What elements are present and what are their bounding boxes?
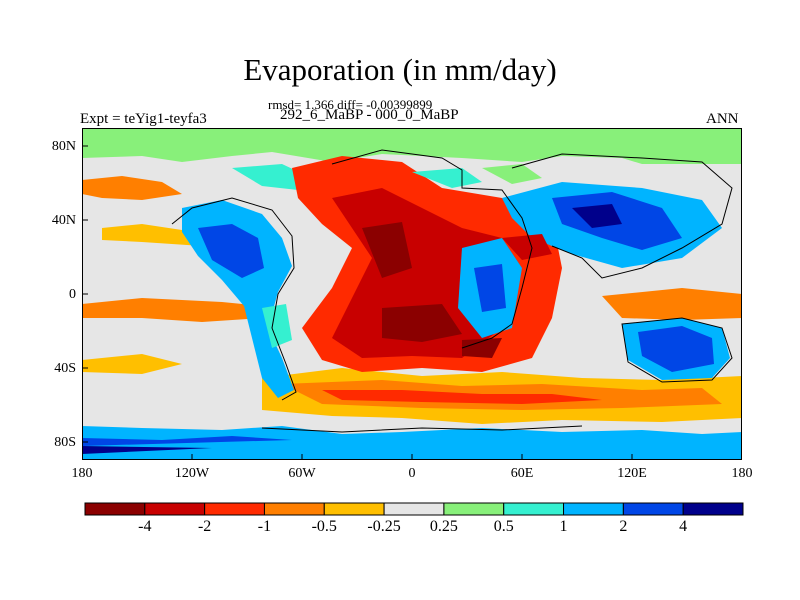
lat-label-80s: 80S — [54, 435, 76, 450]
expt-label: Expt = teYig1-teyfa3 — [80, 111, 207, 127]
colorbar-box — [204, 502, 265, 516]
antarctic-deep — [82, 436, 292, 446]
lon-label-180w: 180 — [71, 466, 93, 481]
middle-east-red — [502, 234, 552, 260]
rmsd-diff-stats: rmsd= 1.366 diff= -0.00399899 — [268, 97, 433, 112]
west-pacific-band — [602, 288, 742, 320]
lon-label-180e: 180 — [731, 466, 753, 481]
south-america-cyan — [262, 304, 292, 348]
colorbar-box — [503, 502, 565, 516]
colorbar-label: -4 — [138, 518, 152, 535]
south-pacific-yellow — [82, 354, 182, 374]
colorbar-box — [323, 502, 385, 516]
asia-darkest — [572, 204, 622, 228]
north-america-cyan — [232, 164, 312, 190]
antarctic-strong — [82, 446, 212, 454]
lat-label-80n: 80N — [51, 139, 76, 154]
colorbar-label: 0.25 — [429, 518, 458, 535]
siberia-green — [482, 164, 542, 184]
colorbar-label: -2 — [197, 518, 212, 535]
colorbar-label: 1 — [559, 518, 568, 535]
map-title: Evaporation (in mm/day) — [243, 52, 557, 87]
colorbar-box — [682, 502, 744, 516]
australia-deep — [638, 326, 714, 372]
season-label: ANN — [706, 111, 739, 127]
lon-label-60e: 60E — [510, 466, 534, 481]
lat-label-0: 0 — [69, 287, 76, 302]
north-pacific-band — [82, 176, 182, 200]
colorbar-box — [144, 502, 206, 516]
central-africa-deep — [474, 264, 506, 312]
lat-label-40s: 40S — [54, 361, 76, 376]
colorbar-box — [443, 502, 505, 516]
colorbar-label: 0.5 — [493, 518, 514, 535]
colorbar-label: 2 — [619, 518, 628, 535]
lat-label-40n: 40N — [51, 213, 76, 228]
colorbar-box — [263, 502, 325, 516]
antarctic-band — [82, 426, 742, 460]
colorbar-box — [84, 502, 146, 516]
experiment-subtitle: 292_6_MaBP - 000_0_MaBP — [280, 107, 459, 123]
evaporation-difference-map — [82, 128, 742, 460]
lon-label-0: 0 — [408, 466, 416, 481]
coastline — [171, 149, 733, 433]
southern-ocean-red — [322, 390, 602, 404]
lon-label-120e: 120E — [617, 466, 647, 481]
colorbar-label: -1 — [257, 518, 272, 535]
colorbar-box — [383, 502, 445, 516]
map-ticks — [82, 145, 742, 460]
colorbar-label: -0.25 — [367, 518, 401, 535]
colorbar-box — [622, 502, 684, 516]
europe-cyan — [412, 168, 482, 188]
colorbar — [84, 502, 744, 516]
tropical-pacific-band — [82, 298, 282, 322]
lon-label-60w: 60W — [288, 466, 316, 481]
north-america-deep — [198, 224, 264, 278]
colorbar-box — [563, 502, 624, 516]
lon-label-120w: 120W — [174, 466, 210, 481]
colorbar-label: -0.5 — [311, 518, 337, 535]
atlantic-darkest — [362, 222, 502, 358]
colorbar-label: 4 — [679, 518, 688, 535]
